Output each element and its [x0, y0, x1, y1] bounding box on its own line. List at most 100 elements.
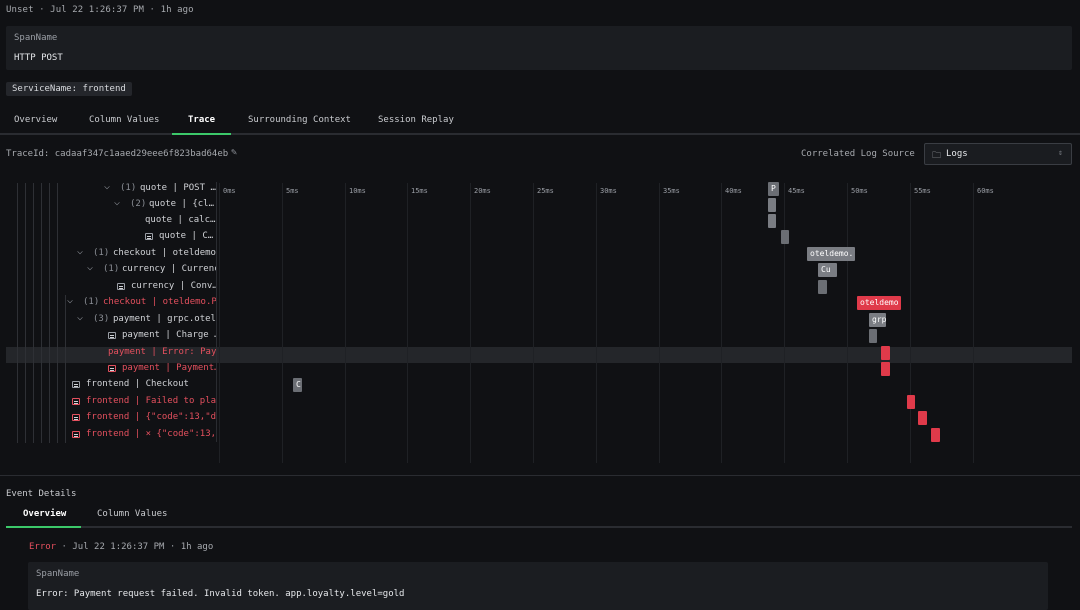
child-count: (1) — [103, 264, 120, 274]
event-status: Error — [29, 542, 57, 552]
trace-tree-row[interactable]: payment | Charge … — [0, 328, 216, 344]
tab-overview[interactable]: Overview — [14, 115, 58, 125]
tree-guide — [57, 183, 58, 443]
trace-tree-row[interactable]: ⌵ (3) payment | grpc.oteld… — [0, 312, 216, 328]
span-bar[interactable]: oteldemo — [857, 296, 901, 310]
trace-tree-row[interactable]: ⌵ (1) checkout | oteldemo.… — [0, 246, 216, 262]
trace-row-label: payment | grpc.oteld… — [113, 314, 216, 324]
span-bar[interactable] — [881, 346, 890, 360]
span-bar[interactable] — [907, 395, 915, 409]
selected-row-highlight — [6, 347, 1072, 363]
trace-row-label: payment | Payment… — [122, 363, 216, 373]
timeline-tick-label: 30ms — [600, 187, 617, 195]
event-details-title: Event Details — [6, 489, 77, 499]
event-timestamp: Jul 22 1:26:37 PM — [72, 542, 165, 552]
trace-row-label: payment | Charge … — [122, 330, 216, 340]
trace-tree-row[interactable]: quote | calc… — [0, 213, 216, 229]
child-count: (1) — [120, 183, 137, 193]
trace-tree-row[interactable]: ⌵ (1) currency | Currenc… — [0, 262, 216, 278]
timeline-tick-label: 15ms — [411, 187, 428, 195]
log-icon — [72, 431, 80, 438]
span-bar[interactable] — [869, 329, 877, 343]
correlated-log-source-label: Correlated Log Source — [801, 149, 915, 159]
span-bar[interactable] — [931, 428, 940, 442]
log-source-select[interactable]: 🗀 Logs ⇕ — [924, 143, 1072, 165]
span-bar[interactable]: Cu — [818, 263, 837, 277]
trace-tree-row[interactable]: payment | Error: Paym… — [0, 345, 216, 361]
span-name-box: SpanName HTTP POST — [6, 26, 1072, 70]
tab-trace[interactable]: Trace — [188, 115, 216, 125]
timeline-gridline — [784, 183, 785, 463]
service-badge[interactable]: ServiceName: frontend — [6, 82, 132, 96]
span-name-label: SpanName — [14, 33, 58, 43]
trace-tree-row[interactable]: ⌵ (2) quote | {cl… — [0, 197, 216, 213]
trace-row-label: frontend | Checkout — [86, 379, 189, 389]
chevron-down-icon[interactable]: ⌵ — [104, 181, 111, 192]
log-icon — [72, 414, 80, 421]
section-divider — [0, 475, 1080, 476]
trace-tree-row[interactable]: quote | C… — [0, 229, 216, 245]
chevron-down-icon[interactable]: ⌵ — [114, 197, 121, 208]
span-bar[interactable] — [881, 362, 890, 376]
tree-guide — [41, 183, 42, 443]
tab-surrounding-context[interactable]: Surrounding Context — [248, 115, 351, 125]
span-bar[interactable] — [768, 198, 776, 212]
trace-row-label: currency | Currenc… — [122, 264, 216, 274]
trace-row-label: checkout | oteldemo.… — [113, 248, 216, 258]
log-icon — [72, 398, 80, 405]
span-bar[interactable] — [781, 230, 789, 244]
timeline-gridline — [847, 183, 848, 463]
trace-row-label: quote | C… — [159, 231, 214, 241]
edit-pencil-icon[interactable]: ✎ — [231, 147, 238, 158]
timeline-tick-label: 20ms — [474, 187, 491, 195]
tree-divider[interactable] — [216, 182, 217, 442]
trace-row-label: frontend | Failed to place… — [86, 396, 216, 406]
span-bar[interactable] — [818, 280, 827, 294]
timeline-gridline — [973, 183, 974, 463]
trace-tree-row[interactable]: ⌵ (1) quote | POST … — [0, 181, 216, 197]
timeline-gridline — [407, 183, 408, 463]
span-bar[interactable]: oteldemo. — [807, 247, 855, 261]
trace-row-label: frontend | {"code":13,"det… — [86, 412, 216, 422]
trace-tree-row[interactable]: currency | Conv… — [0, 279, 216, 295]
event-tabs: Overview Column Values — [6, 506, 1072, 528]
event-tab-column-values[interactable]: Column Values — [97, 509, 168, 519]
trace-tree-row[interactable]: payment | Payment… — [0, 361, 216, 377]
trace-tree-row[interactable]: frontend | Checkout — [0, 377, 216, 393]
span-bar[interactable] — [918, 411, 927, 425]
timeline-gridline — [533, 183, 534, 463]
event-span-label: SpanName — [36, 569, 80, 579]
trace-tree-row[interactable]: frontend | × {"code":13,"d… — [0, 427, 216, 443]
trace-tree-row[interactable]: frontend | {"code":13,"det… — [0, 410, 216, 426]
span-bar[interactable] — [768, 214, 776, 228]
chevron-down-icon[interactable]: ⌵ — [87, 262, 94, 273]
select-arrows-icon: ⇕ — [1058, 148, 1063, 157]
trace-row-label: quote | {cl… — [149, 199, 215, 209]
span-bar[interactable]: P — [768, 182, 779, 196]
chevron-down-icon[interactable]: ⌵ — [77, 246, 84, 257]
log-icon — [117, 283, 125, 290]
event-tab-overview[interactable]: Overview — [23, 509, 67, 519]
child-count: (1) — [93, 248, 110, 258]
trace-tree-row[interactable]: frontend | Failed to place… — [0, 394, 216, 410]
timeline-tick-label: 60ms — [977, 187, 994, 195]
detail-tabs: Overview Column Values Trace Surrounding… — [0, 109, 1080, 135]
chevron-down-icon[interactable]: ⌵ — [77, 312, 84, 323]
trace-tree-row[interactable]: ⌵ (1) checkout | oteldemo.Pa… — [0, 295, 216, 311]
span-status-line: Unset · Jul 22 1:26:37 PM · 1h ago — [6, 5, 194, 15]
timeline-gridline — [721, 183, 722, 463]
chevron-down-icon[interactable]: ⌵ — [67, 295, 74, 306]
timeline-gridline — [659, 183, 660, 463]
relative-time: 1h ago — [160, 5, 194, 15]
child-count: (1) — [83, 297, 100, 307]
timeline-gridline — [596, 183, 597, 463]
tab-session-replay[interactable]: Session Replay — [378, 115, 454, 125]
timeline-tick-label: 50ms — [851, 187, 868, 195]
tree-guide — [25, 183, 26, 443]
span-bar[interactable]: grp — [869, 313, 886, 327]
timeline-tick-label: 35ms — [663, 187, 680, 195]
span-name-value: HTTP POST — [14, 53, 63, 63]
span-bar[interactable]: C — [293, 378, 302, 392]
trace-row-label: checkout | oteldemo.Pa… — [103, 297, 216, 307]
tab-column-values[interactable]: Column Values — [89, 115, 160, 125]
